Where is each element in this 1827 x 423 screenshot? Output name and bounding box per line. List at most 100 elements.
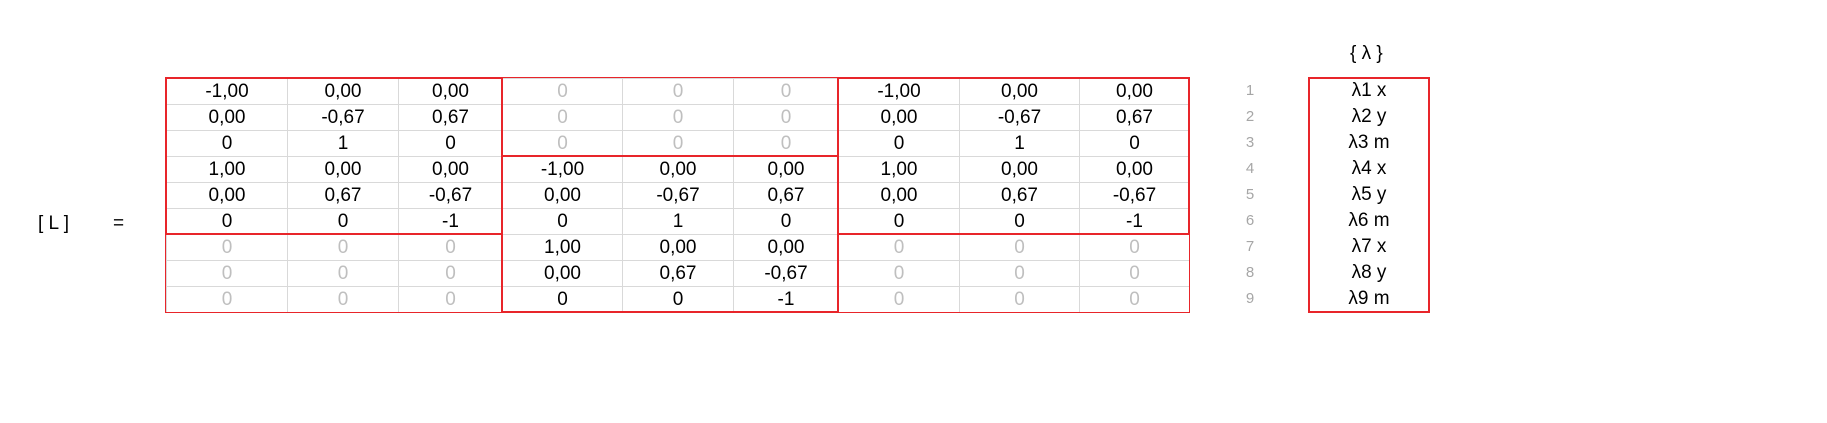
matrix-cell[interactable]: 0,00 [287,78,399,105]
lambda-entry[interactable]: λ5 y [1351,184,1387,205]
matrix-cell[interactable]: -1 [398,208,503,235]
matrix-cell[interactable]: 0 [733,130,839,157]
lambda-entry[interactable]: λ6 m [1348,210,1390,231]
matrix-cell[interactable]: 0,00 [166,182,288,209]
matrix-cell[interactable]: 0 [959,286,1080,313]
matrix-cell[interactable]: 0,00 [622,156,734,183]
row-number: 6 [1245,212,1255,229]
matrix-cell[interactable]: 1 [622,208,734,235]
matrix-cell[interactable]: 1,00 [838,156,960,183]
matrix-label: [ L ] [38,213,69,234]
matrix-cell[interactable]: 1 [959,130,1080,157]
matrix-cell[interactable]: 0 [1079,260,1190,287]
matrix-cell[interactable]: 0 [287,208,399,235]
matrix-cell[interactable]: -0,67 [733,260,839,287]
matrix-cell[interactable]: -1 [1079,208,1190,235]
matrix-cell[interactable]: -0,67 [398,182,503,209]
matrix-cell[interactable]: 0,00 [733,156,839,183]
matrix-cell[interactable]: 0,67 [398,104,503,131]
matrix-cell[interactable]: 0,67 [1079,104,1190,131]
matrix-cell[interactable]: 0 [502,104,623,131]
matrix-cell[interactable]: 0,00 [733,234,839,261]
row-number: 2 [1245,108,1255,125]
matrix-cell[interactable]: 0,67 [622,260,734,287]
row-number: 7 [1245,238,1255,255]
matrix-cell[interactable]: 0,00 [838,182,960,209]
matrix-cell[interactable]: 0,00 [622,234,734,261]
matrix-cell[interactable]: -0,67 [959,104,1080,131]
matrix-cell[interactable]: 0,67 [959,182,1080,209]
matrix-cell[interactable]: 0 [166,208,288,235]
matrix-cell[interactable]: -1,00 [838,78,960,105]
matrix-cell[interactable]: 0,00 [1079,78,1190,105]
matrix-cell[interactable]: 0 [502,130,623,157]
matrix-cell[interactable]: 0,00 [838,104,960,131]
matrix-cell[interactable]: 0 [838,260,960,287]
lambda-entry[interactable]: λ3 m [1348,132,1390,153]
matrix-cell[interactable]: 0 [1079,130,1190,157]
matrix-cell[interactable]: 0 [166,260,288,287]
matrix-cell[interactable]: 0 [287,286,399,313]
matrix-cell[interactable]: 0 [502,208,623,235]
matrix-cell[interactable]: 0 [166,130,288,157]
matrix-cell[interactable]: 1 [287,130,399,157]
matrix-cell[interactable]: -0,67 [1079,182,1190,209]
matrix-cell[interactable]: 0 [622,78,734,105]
matrix-cell[interactable]: 0 [733,78,839,105]
lambda-entry[interactable]: λ8 y [1351,262,1387,283]
matrix-cell[interactable]: 0 [622,104,734,131]
matrix-cell[interactable]: 0 [622,130,734,157]
lambda-entry[interactable]: λ9 m [1348,288,1390,309]
lambda-entry[interactable]: λ1 x [1351,80,1387,101]
matrix-cell[interactable]: 0 [166,234,288,261]
lambda-entry[interactable]: λ7 x [1351,236,1387,257]
matrix-cell[interactable]: 0 [287,260,399,287]
matrix-cell[interactable]: -1,00 [166,78,288,105]
matrix-cell[interactable]: 1,00 [502,234,623,261]
matrix-cell[interactable]: 0 [398,260,503,287]
matrix-cell[interactable]: 0,67 [287,182,399,209]
lambda-header: { λ } [1350,43,1383,64]
matrix-cell[interactable]: 0 [838,208,960,235]
matrix-cell[interactable]: 0 [166,286,288,313]
matrix-cell[interactable]: -1 [733,286,839,313]
matrix-cell[interactable]: 0,00 [959,78,1080,105]
matrix-cell[interactable]: 0,00 [287,156,399,183]
matrix-cell[interactable]: 0,00 [502,182,623,209]
matrix-cell[interactable]: 0,67 [733,182,839,209]
matrix-cell[interactable]: -1,00 [502,156,623,183]
matrix-cell[interactable]: 0 [502,286,623,313]
matrix-cell[interactable]: 0,00 [398,78,503,105]
matrix-cell[interactable]: 0 [959,260,1080,287]
matrix-cell[interactable]: 0 [398,130,503,157]
matrix-cell[interactable]: 0 [398,234,503,261]
matrix-cell[interactable]: 0,00 [398,156,503,183]
matrix-cell[interactable]: 0 [838,286,960,313]
row-number: 1 [1245,82,1255,99]
matrix-cell[interactable]: -0,67 [622,182,734,209]
matrix-cell[interactable]: 0 [502,78,623,105]
row-number: 4 [1245,160,1255,177]
matrix-cell[interactable]: 0 [622,286,734,313]
matrix-cell[interactable]: 0 [733,208,839,235]
matrix-cell[interactable]: 0 [733,104,839,131]
lambda-entry[interactable]: λ4 x [1351,158,1387,179]
matrix-cell[interactable]: 1,00 [166,156,288,183]
row-number: 9 [1245,290,1255,307]
matrix-cell[interactable]: 0 [1079,234,1190,261]
row-number: 3 [1245,134,1255,151]
lambda-entry[interactable]: λ2 y [1351,106,1387,127]
matrix-cell[interactable]: 0 [959,234,1080,261]
matrix-cell[interactable]: 0 [838,234,960,261]
matrix-cell[interactable]: 0,00 [502,260,623,287]
matrix-cell[interactable]: 0,00 [1079,156,1190,183]
matrix-cell[interactable]: 0 [959,208,1080,235]
matrix-cell[interactable]: 0 [1079,286,1190,313]
matrix-cell[interactable]: 0,00 [959,156,1080,183]
row-number: 8 [1245,264,1255,281]
matrix-cell[interactable]: 0 [398,286,503,313]
matrix-cell[interactable]: 0,00 [166,104,288,131]
matrix-cell[interactable]: 0 [838,130,960,157]
matrix-cell[interactable]: -0,67 [287,104,399,131]
matrix-cell[interactable]: 0 [287,234,399,261]
